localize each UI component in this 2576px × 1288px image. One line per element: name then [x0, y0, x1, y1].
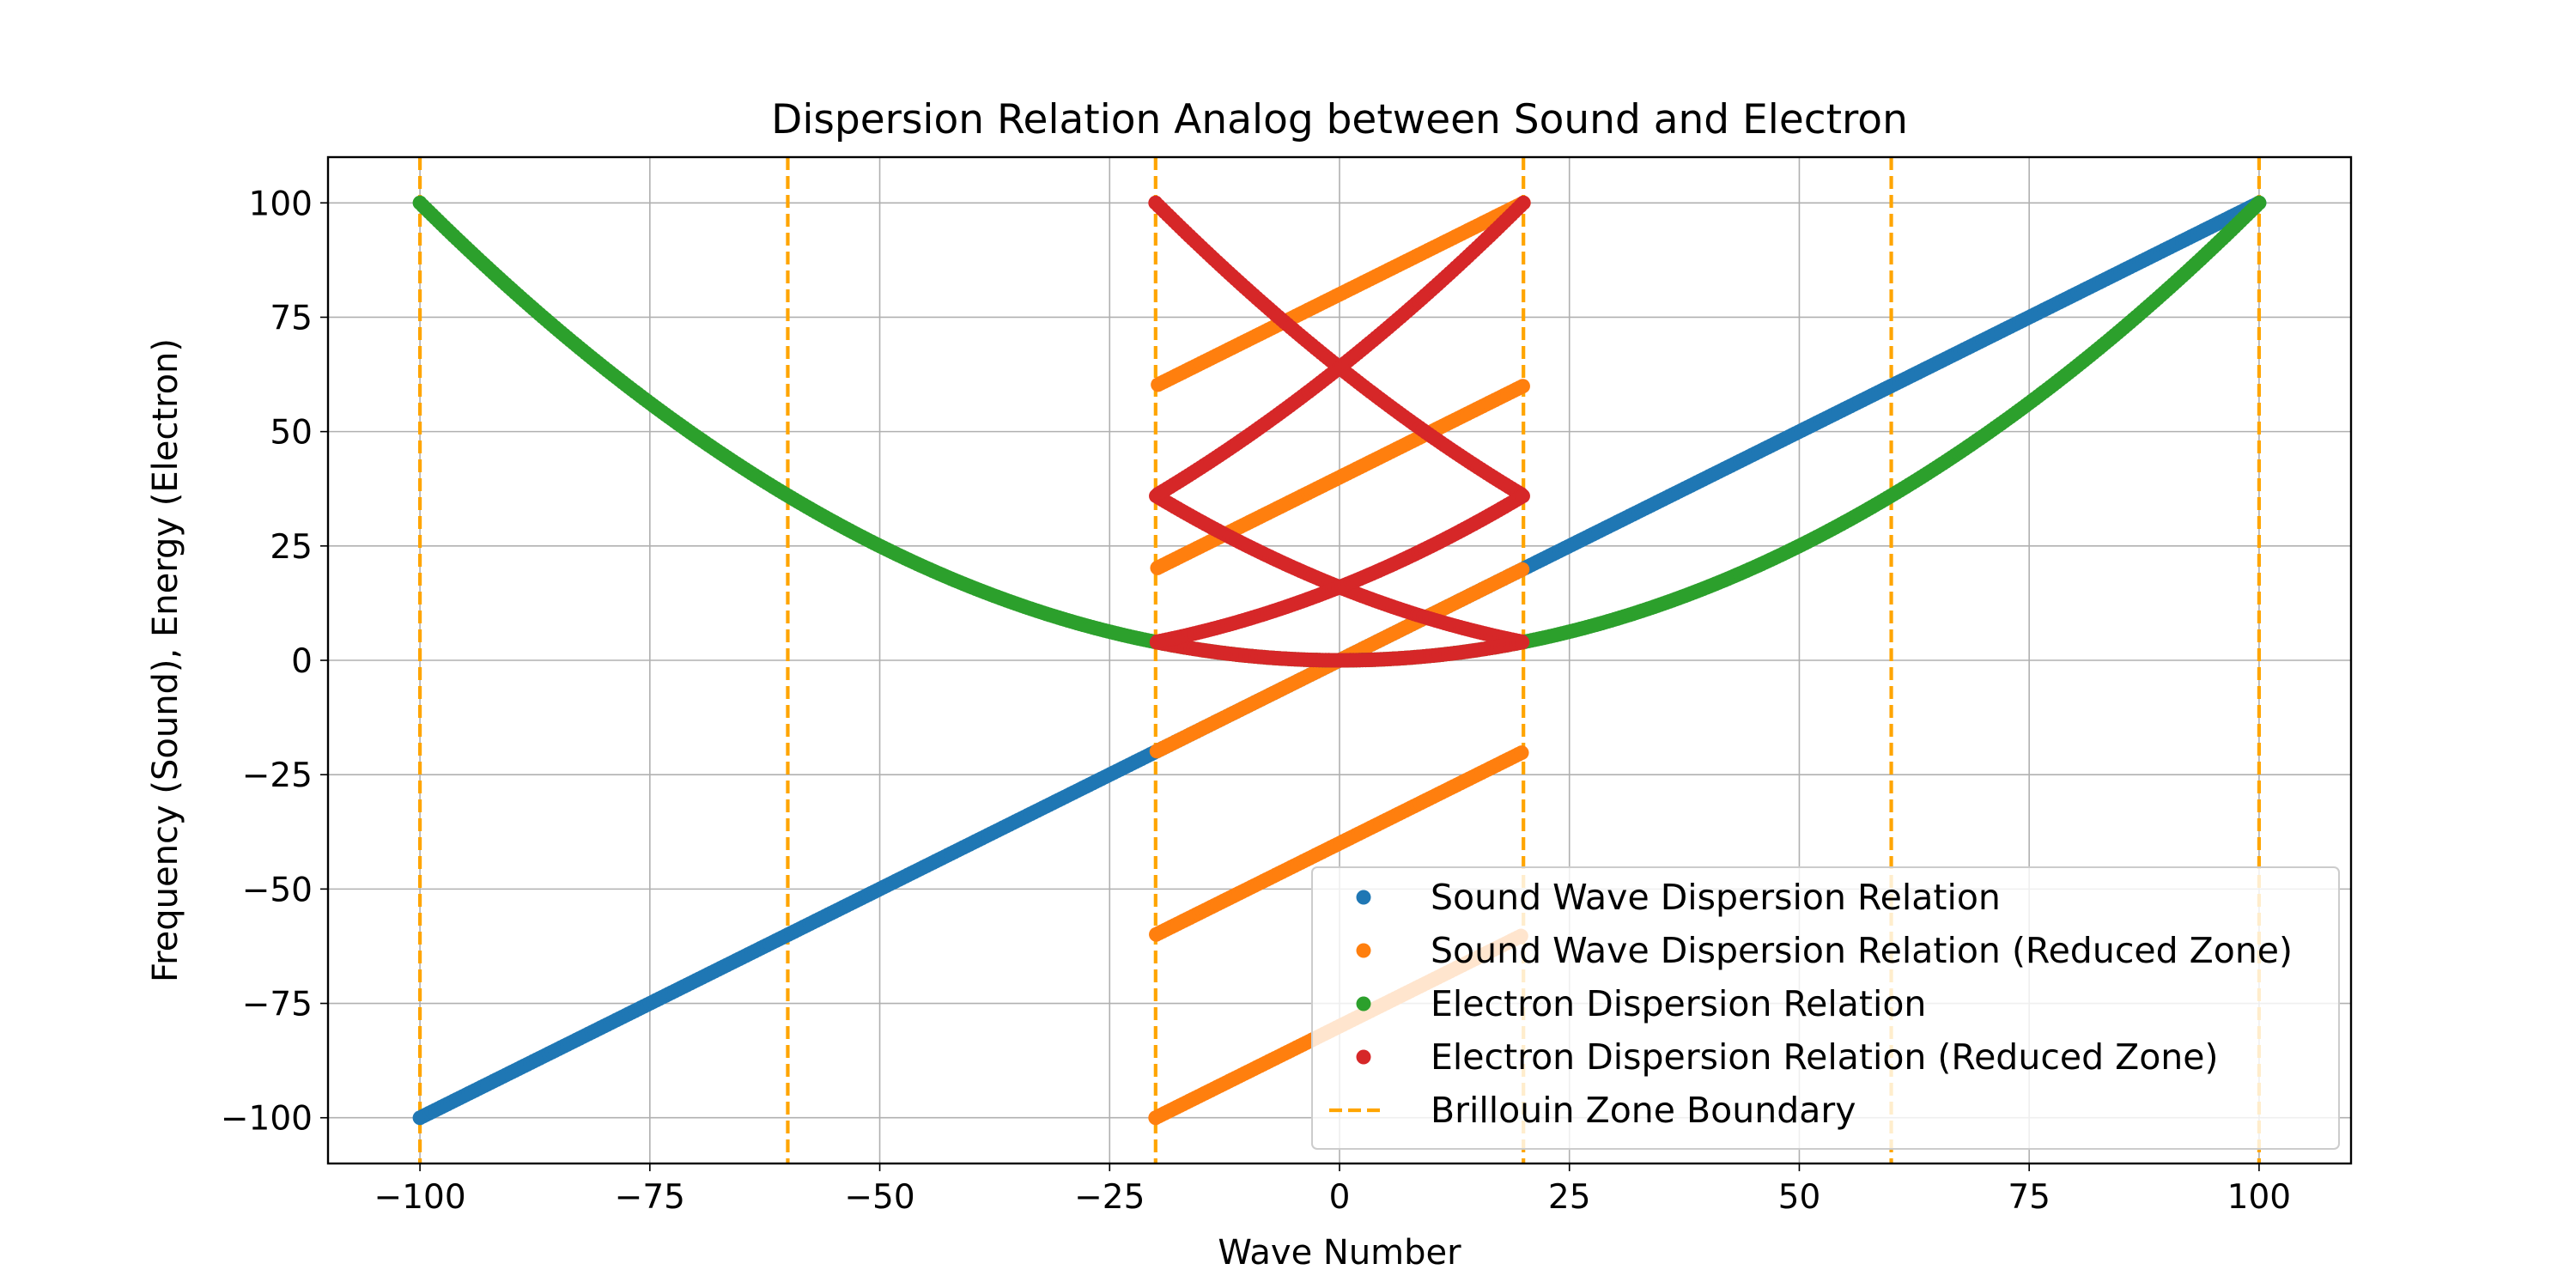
legend-label: Sound Wave Dispersion Relation — [1431, 877, 2001, 918]
chart-title: Dispersion Relation Analog between Sound… — [771, 96, 1908, 143]
y-tick-label: 0 — [291, 642, 313, 681]
legend-point-marker — [1356, 996, 1371, 1012]
legend-point-marker — [1356, 943, 1371, 958]
data-point — [1515, 562, 1530, 577]
x-tick-label: −100 — [374, 1178, 466, 1217]
legend-label: Electron Dispersion Relation — [1431, 983, 1926, 1024]
data-point — [1515, 489, 1530, 504]
y-tick-label: −50 — [242, 871, 313, 909]
x-tick-label: 0 — [1329, 1178, 1351, 1217]
data-point — [1515, 635, 1530, 650]
legend-label: Brillouin Zone Boundary — [1431, 1090, 1856, 1131]
y-tick-label: 50 — [270, 414, 313, 453]
x-tick-label: −50 — [844, 1178, 914, 1217]
legend-label: Electron Dispersion Relation (Reduced Zo… — [1431, 1036, 2219, 1078]
x-tick-label: 25 — [1548, 1178, 1591, 1217]
axis-ticks: −100 −75 −50 −25 0 25 50 75 100 −100 −75 −50 −25 0 25 5… — [221, 185, 2291, 1217]
y-tick-label: 100 — [249, 185, 313, 223]
y-tick-label: −25 — [242, 756, 313, 795]
legend-point-marker — [1356, 1049, 1371, 1065]
electron-reduced-zone-points — [1148, 195, 1531, 668]
x-tick-label: −25 — [1074, 1178, 1145, 1217]
y-tick-label: −100 — [221, 1100, 313, 1139]
legend-label: Sound Wave Dispersion Relation (Reduced … — [1431, 930, 2293, 971]
x-axis-label: Wave Number — [1218, 1233, 1461, 1273]
x-tick-label: 50 — [1778, 1178, 1821, 1217]
x-tick-label: −75 — [615, 1178, 685, 1217]
data-point — [2251, 195, 2267, 210]
legend-box — [1311, 866, 2340, 1150]
y-tick-label: 75 — [270, 299, 313, 337]
legend: Sound Wave Dispersion Relation Sound Wave… — [1311, 866, 2340, 1150]
y-tick-label: 25 — [270, 528, 313, 567]
y-axis-label: Frequency (Sound), Energy (Electron) — [146, 338, 185, 982]
legend-point-marker — [1356, 890, 1371, 905]
data-point — [1514, 745, 1529, 761]
x-tick-label: 100 — [2227, 1178, 2291, 1217]
data-point — [1515, 379, 1530, 394]
x-tick-label: 75 — [2008, 1178, 2050, 1217]
y-tick-label: −75 — [242, 986, 313, 1024]
data-point — [1516, 195, 1531, 210]
